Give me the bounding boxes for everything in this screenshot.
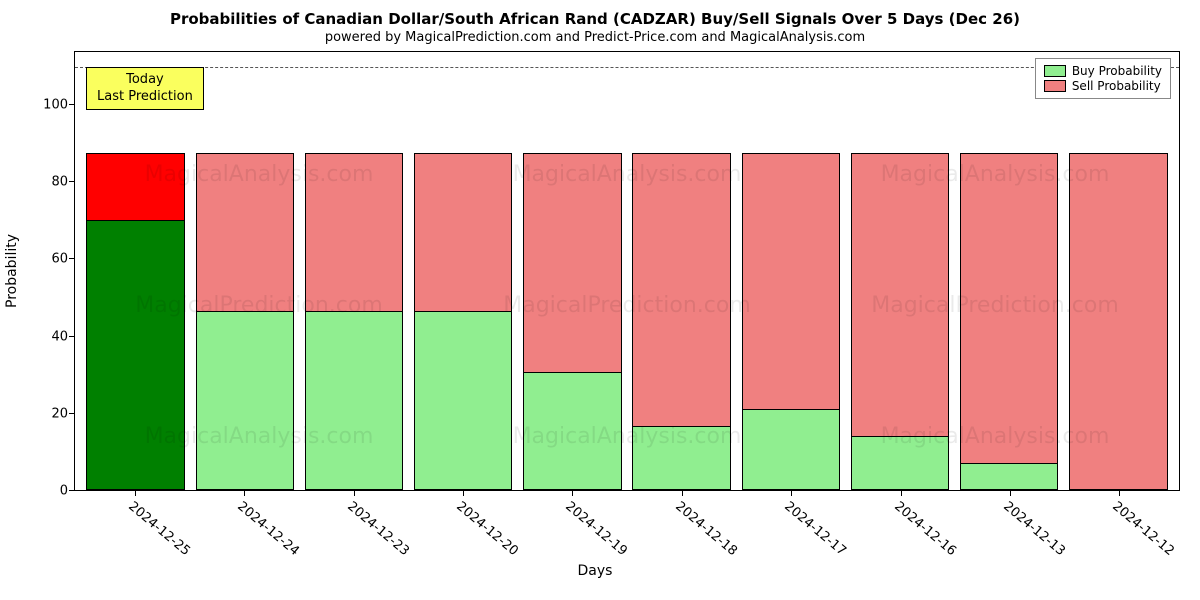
- y-tick-label: 80: [51, 175, 68, 190]
- legend-swatch: [1044, 65, 1066, 77]
- ylabel-col: Probability: [10, 51, 36, 491]
- x-tick-slot: 2024-12-19: [518, 491, 627, 569]
- x-tick-label: 2024-12-17: [781, 499, 849, 559]
- today-line1: Today: [97, 72, 193, 88]
- x-tick-label: 2024-12-23: [344, 499, 412, 559]
- buy-segment: [632, 426, 730, 490]
- x-tick-slot: 2024-12-24: [189, 491, 298, 569]
- x-tick-mark: [1010, 491, 1011, 496]
- dashed-guide: [75, 67, 1179, 68]
- stacked-bar: [960, 106, 1058, 490]
- x-tick-slot: 2024-12-23: [299, 491, 408, 569]
- bar-slot: [845, 52, 954, 490]
- bar-slot: [736, 52, 845, 490]
- legend: Buy ProbabilitySell Probability: [1035, 58, 1171, 99]
- sell-segment: [196, 153, 294, 311]
- sell-segment: [414, 153, 512, 311]
- sell-segment: [960, 153, 1058, 463]
- x-tick-label: 2024-12-18: [672, 499, 740, 559]
- sell-segment: [86, 153, 184, 220]
- buy-segment: [414, 311, 512, 490]
- buy-segment: [960, 463, 1058, 490]
- x-tick-mark: [682, 491, 683, 496]
- x-tick-label: 2024-12-12: [1110, 499, 1178, 559]
- x-tick-slot: 2024-12-12: [1065, 491, 1174, 569]
- bar-slot: [955, 52, 1064, 490]
- stacked-bar: [305, 106, 403, 490]
- x-tick-mark: [901, 491, 902, 496]
- x-tick-slot: 2024-12-25: [80, 491, 189, 569]
- x-tick-slot: 2024-12-18: [627, 491, 736, 569]
- x-tick-mark: [135, 491, 136, 496]
- stacked-bar: [1069, 106, 1167, 490]
- bar-slot: [409, 52, 518, 490]
- legend-label: Sell Probability: [1072, 79, 1161, 93]
- bar-slot: [190, 52, 299, 490]
- today-annotation: TodayLast Prediction: [86, 67, 204, 110]
- plot-area: MagicalAnalysis.comMagicalAnalysis.comMa…: [74, 51, 1180, 491]
- x-tick-slot: 2024-12-13: [955, 491, 1064, 569]
- x-tick-mark: [463, 491, 464, 496]
- sell-segment: [632, 153, 730, 426]
- buy-segment: [851, 436, 949, 490]
- y-tick-label: 60: [51, 252, 68, 267]
- x-tick-label: 2024-12-16: [891, 499, 959, 559]
- bar-slot: [518, 52, 627, 490]
- sell-segment: [305, 153, 403, 311]
- chart-subtitle: powered by MagicalPrediction.com and Pre…: [10, 30, 1180, 45]
- bar-slot: [81, 52, 190, 490]
- y-tick-label: 40: [51, 329, 68, 344]
- y-tick-label: 100: [43, 98, 68, 113]
- x-tick-mark: [354, 491, 355, 496]
- y-tick-label: 0: [60, 484, 68, 499]
- bar-slot: [1064, 52, 1173, 490]
- bar-slot: [627, 52, 736, 490]
- stacked-bar: [632, 106, 730, 490]
- x-tick-mark: [244, 491, 245, 496]
- buy-segment: [523, 372, 621, 490]
- buy-segment: [305, 311, 403, 490]
- stacked-bar: [196, 106, 294, 490]
- sell-segment: [742, 153, 840, 409]
- x-tick-mark: [1119, 491, 1120, 496]
- chart-title: Probabilities of Canadian Dollar/South A…: [10, 10, 1180, 28]
- sell-segment: [523, 153, 621, 372]
- x-tick-slot: 2024-12-20: [408, 491, 517, 569]
- today-line2: Last Prediction: [97, 89, 193, 105]
- x-tick-mark: [572, 491, 573, 496]
- buy-segment: [86, 220, 184, 490]
- y-tick-label: 20: [51, 406, 68, 421]
- x-tick-label: 2024-12-25: [125, 499, 193, 559]
- x-tick-label: 2024-12-20: [453, 499, 521, 559]
- legend-row: Buy Probability: [1044, 64, 1162, 78]
- stacked-bar: [86, 106, 184, 490]
- probability-chart: Probabilities of Canadian Dollar/South A…: [0, 0, 1200, 600]
- x-tick-slot: 2024-12-17: [736, 491, 845, 569]
- legend-swatch: [1044, 80, 1066, 92]
- x-tick-label: 2024-12-13: [1000, 499, 1068, 559]
- bars-container: [75, 52, 1179, 490]
- legend-row: Sell Probability: [1044, 79, 1162, 93]
- x-ticks: 2024-12-252024-12-242024-12-232024-12-20…: [74, 491, 1180, 569]
- stacked-bar: [523, 106, 621, 490]
- x-tick-label: 2024-12-19: [563, 499, 631, 559]
- plot-row: Probability 020406080100 MagicalAnalysis…: [10, 51, 1180, 491]
- y-ticks: 020406080100: [36, 51, 74, 491]
- y-axis-label: Probability: [4, 234, 20, 308]
- bar-slot: [299, 52, 408, 490]
- stacked-bar: [851, 106, 949, 490]
- sell-segment: [1069, 153, 1167, 490]
- sell-segment: [851, 153, 949, 436]
- stacked-bar: [742, 106, 840, 490]
- stacked-bar: [414, 106, 512, 490]
- legend-label: Buy Probability: [1072, 64, 1162, 78]
- x-tick-label: 2024-12-24: [234, 499, 302, 559]
- x-tick-mark: [791, 491, 792, 496]
- x-tick-slot: 2024-12-16: [846, 491, 955, 569]
- buy-segment: [196, 311, 294, 490]
- buy-segment: [742, 409, 840, 490]
